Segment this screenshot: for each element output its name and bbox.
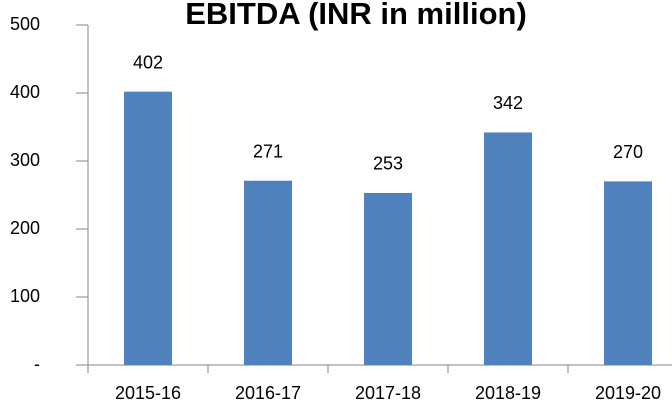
data-label: 402	[133, 52, 163, 72]
data-label: 271	[253, 141, 283, 161]
x-tick-label: 2015-16	[115, 383, 181, 403]
data-label: 253	[373, 154, 403, 174]
data-label: 270	[613, 142, 643, 162]
data-label: 342	[493, 93, 523, 113]
chart-title: EBITDA (INR in million)	[185, 0, 527, 31]
bar	[484, 132, 532, 365]
y-tick-label: 400	[10, 82, 40, 102]
y-tick-label: -	[34, 354, 40, 374]
bar	[244, 180, 292, 365]
y-tick-label: 200	[10, 218, 40, 238]
x-tick-label: 2017-18	[355, 383, 421, 403]
bar	[364, 192, 412, 365]
y-tick-label: 300	[10, 150, 40, 170]
x-tick-label: 2018-19	[475, 383, 541, 403]
x-tick-label: 2016-17	[235, 383, 301, 403]
y-tick-label: 100	[10, 286, 40, 306]
bar	[604, 181, 652, 365]
y-tick-label: 500	[10, 14, 40, 34]
x-tick-label: 2019-20	[595, 383, 661, 403]
bar	[124, 91, 172, 365]
